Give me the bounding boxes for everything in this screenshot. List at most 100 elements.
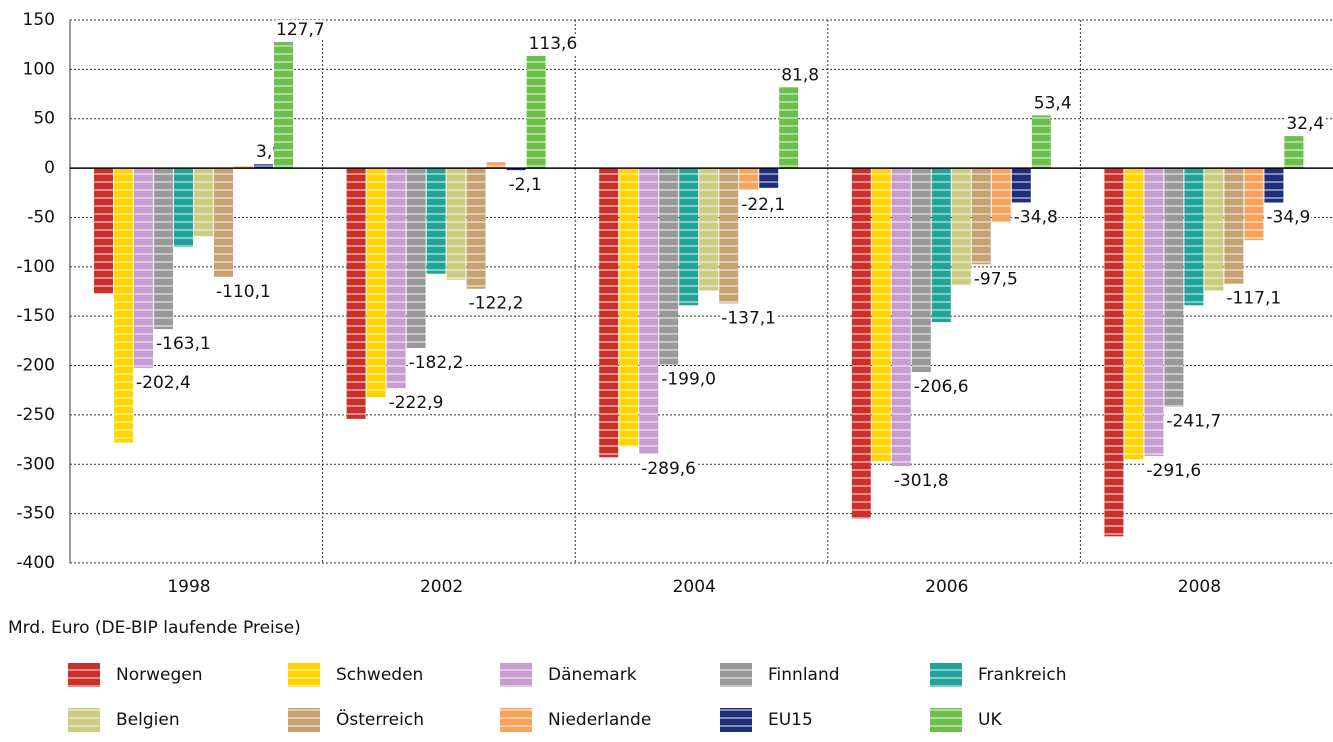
- value-label-bg: [780, 65, 821, 86]
- bar: [1164, 168, 1184, 407]
- bar: [1224, 168, 1244, 284]
- x-tick-label: 2008: [1178, 577, 1221, 597]
- legend-swatch: [930, 708, 962, 732]
- bar: [911, 168, 931, 373]
- value-label-bg: [1145, 460, 1203, 481]
- bar: [779, 87, 799, 169]
- legend-label: Dänemark: [548, 665, 637, 685]
- bar: [214, 168, 233, 277]
- value-label-bg: [1225, 288, 1283, 309]
- value-label: 127,7: [276, 20, 325, 40]
- value-label: -182,2: [409, 353, 464, 373]
- legend-swatch: [720, 663, 752, 687]
- value-label-bg: [155, 334, 212, 355]
- bar: [719, 168, 739, 304]
- bar: [1124, 168, 1144, 460]
- y-tick-label: 150: [23, 10, 55, 30]
- legend-swatch: [288, 708, 320, 732]
- bar: [366, 168, 386, 398]
- value-label: -291,6: [1146, 461, 1201, 481]
- legend-label: Norwegen: [116, 665, 203, 685]
- value-label: -289,6: [641, 459, 696, 479]
- y-tick-label: -400: [16, 553, 55, 573]
- legend-label: UK: [978, 710, 1002, 730]
- bar: [639, 168, 659, 455]
- bar: [659, 168, 679, 365]
- bar: [1204, 168, 1224, 291]
- value-label: -206,6: [914, 377, 969, 397]
- value-label: -202,4: [136, 373, 191, 393]
- bar: [506, 168, 526, 171]
- value-label-bg: [720, 308, 778, 329]
- value-label: -222,9: [389, 393, 444, 413]
- legend-label: Österreich: [336, 708, 424, 730]
- y-tick-label: -150: [16, 306, 55, 326]
- legend-swatch: [500, 663, 532, 687]
- value-label: -117,1: [1226, 289, 1281, 309]
- bar: [94, 168, 113, 294]
- value-label-bg: [1265, 207, 1312, 228]
- bar: [274, 42, 293, 169]
- value-label-bg: [640, 459, 698, 480]
- value-label-bg: [275, 20, 326, 41]
- bar: [679, 168, 699, 306]
- legend-swatch: [288, 663, 320, 687]
- bar: [1031, 115, 1051, 169]
- bar: [759, 168, 779, 188]
- bar: [619, 168, 639, 447]
- bar: [1104, 168, 1124, 537]
- legend-swatch: [930, 663, 962, 687]
- legend-swatch: [68, 663, 100, 687]
- bar: [486, 162, 506, 169]
- value-label-bg: [215, 281, 272, 302]
- axis-label: Mrd. Euro (DE-BIP laufende Preise): [8, 618, 301, 638]
- bar: [426, 168, 446, 274]
- y-tick-label: -250: [16, 405, 55, 425]
- value-label: -34,8: [1014, 207, 1058, 227]
- bar: [851, 168, 871, 519]
- bar: [114, 168, 133, 443]
- value-label-bg: [912, 377, 970, 398]
- value-label-bg: [135, 372, 192, 393]
- value-label: -97,5: [974, 269, 1018, 289]
- bar: [194, 168, 213, 237]
- legend-label: Belgien: [116, 710, 180, 730]
- legend-label: Frankreich: [978, 665, 1067, 685]
- value-label-bg: [527, 33, 579, 54]
- value-label-bg: [740, 194, 787, 215]
- legend-label: EU15: [768, 710, 813, 730]
- y-tick-label: -50: [27, 207, 55, 227]
- x-tick-label: 2004: [673, 577, 716, 597]
- bar: [1011, 168, 1031, 203]
- bar: [871, 168, 891, 462]
- value-label-bg: [407, 352, 465, 373]
- bar: [234, 166, 253, 169]
- bar: [931, 168, 951, 323]
- legend-label: Schweden: [336, 665, 423, 685]
- bar: [739, 168, 759, 190]
- value-label: -22,1: [741, 195, 785, 215]
- bar: [386, 168, 406, 389]
- bar: [346, 168, 366, 419]
- value-label-bg: [1032, 93, 1073, 114]
- value-label: -241,7: [1166, 412, 1221, 432]
- x-tick-label: 2002: [420, 577, 463, 597]
- bar: [466, 168, 486, 289]
- bar: [406, 168, 426, 348]
- bar: [254, 164, 273, 169]
- value-label: -2,1: [509, 175, 542, 195]
- legend-swatch: [68, 708, 100, 732]
- bar: [1244, 168, 1264, 241]
- value-label: -110,1: [216, 282, 271, 302]
- value-label-bg: [1165, 411, 1223, 432]
- bar: [991, 168, 1011, 223]
- value-label: -163,1: [156, 334, 211, 354]
- y-tick-label: -100: [16, 257, 55, 277]
- bar: [1184, 168, 1204, 306]
- bar: [134, 168, 153, 368]
- value-label-bg: [972, 269, 1019, 290]
- value-label-bg: [467, 293, 525, 314]
- value-label-bg: [507, 175, 543, 196]
- value-label: 113,6: [529, 34, 578, 54]
- value-label-bg: [660, 369, 718, 390]
